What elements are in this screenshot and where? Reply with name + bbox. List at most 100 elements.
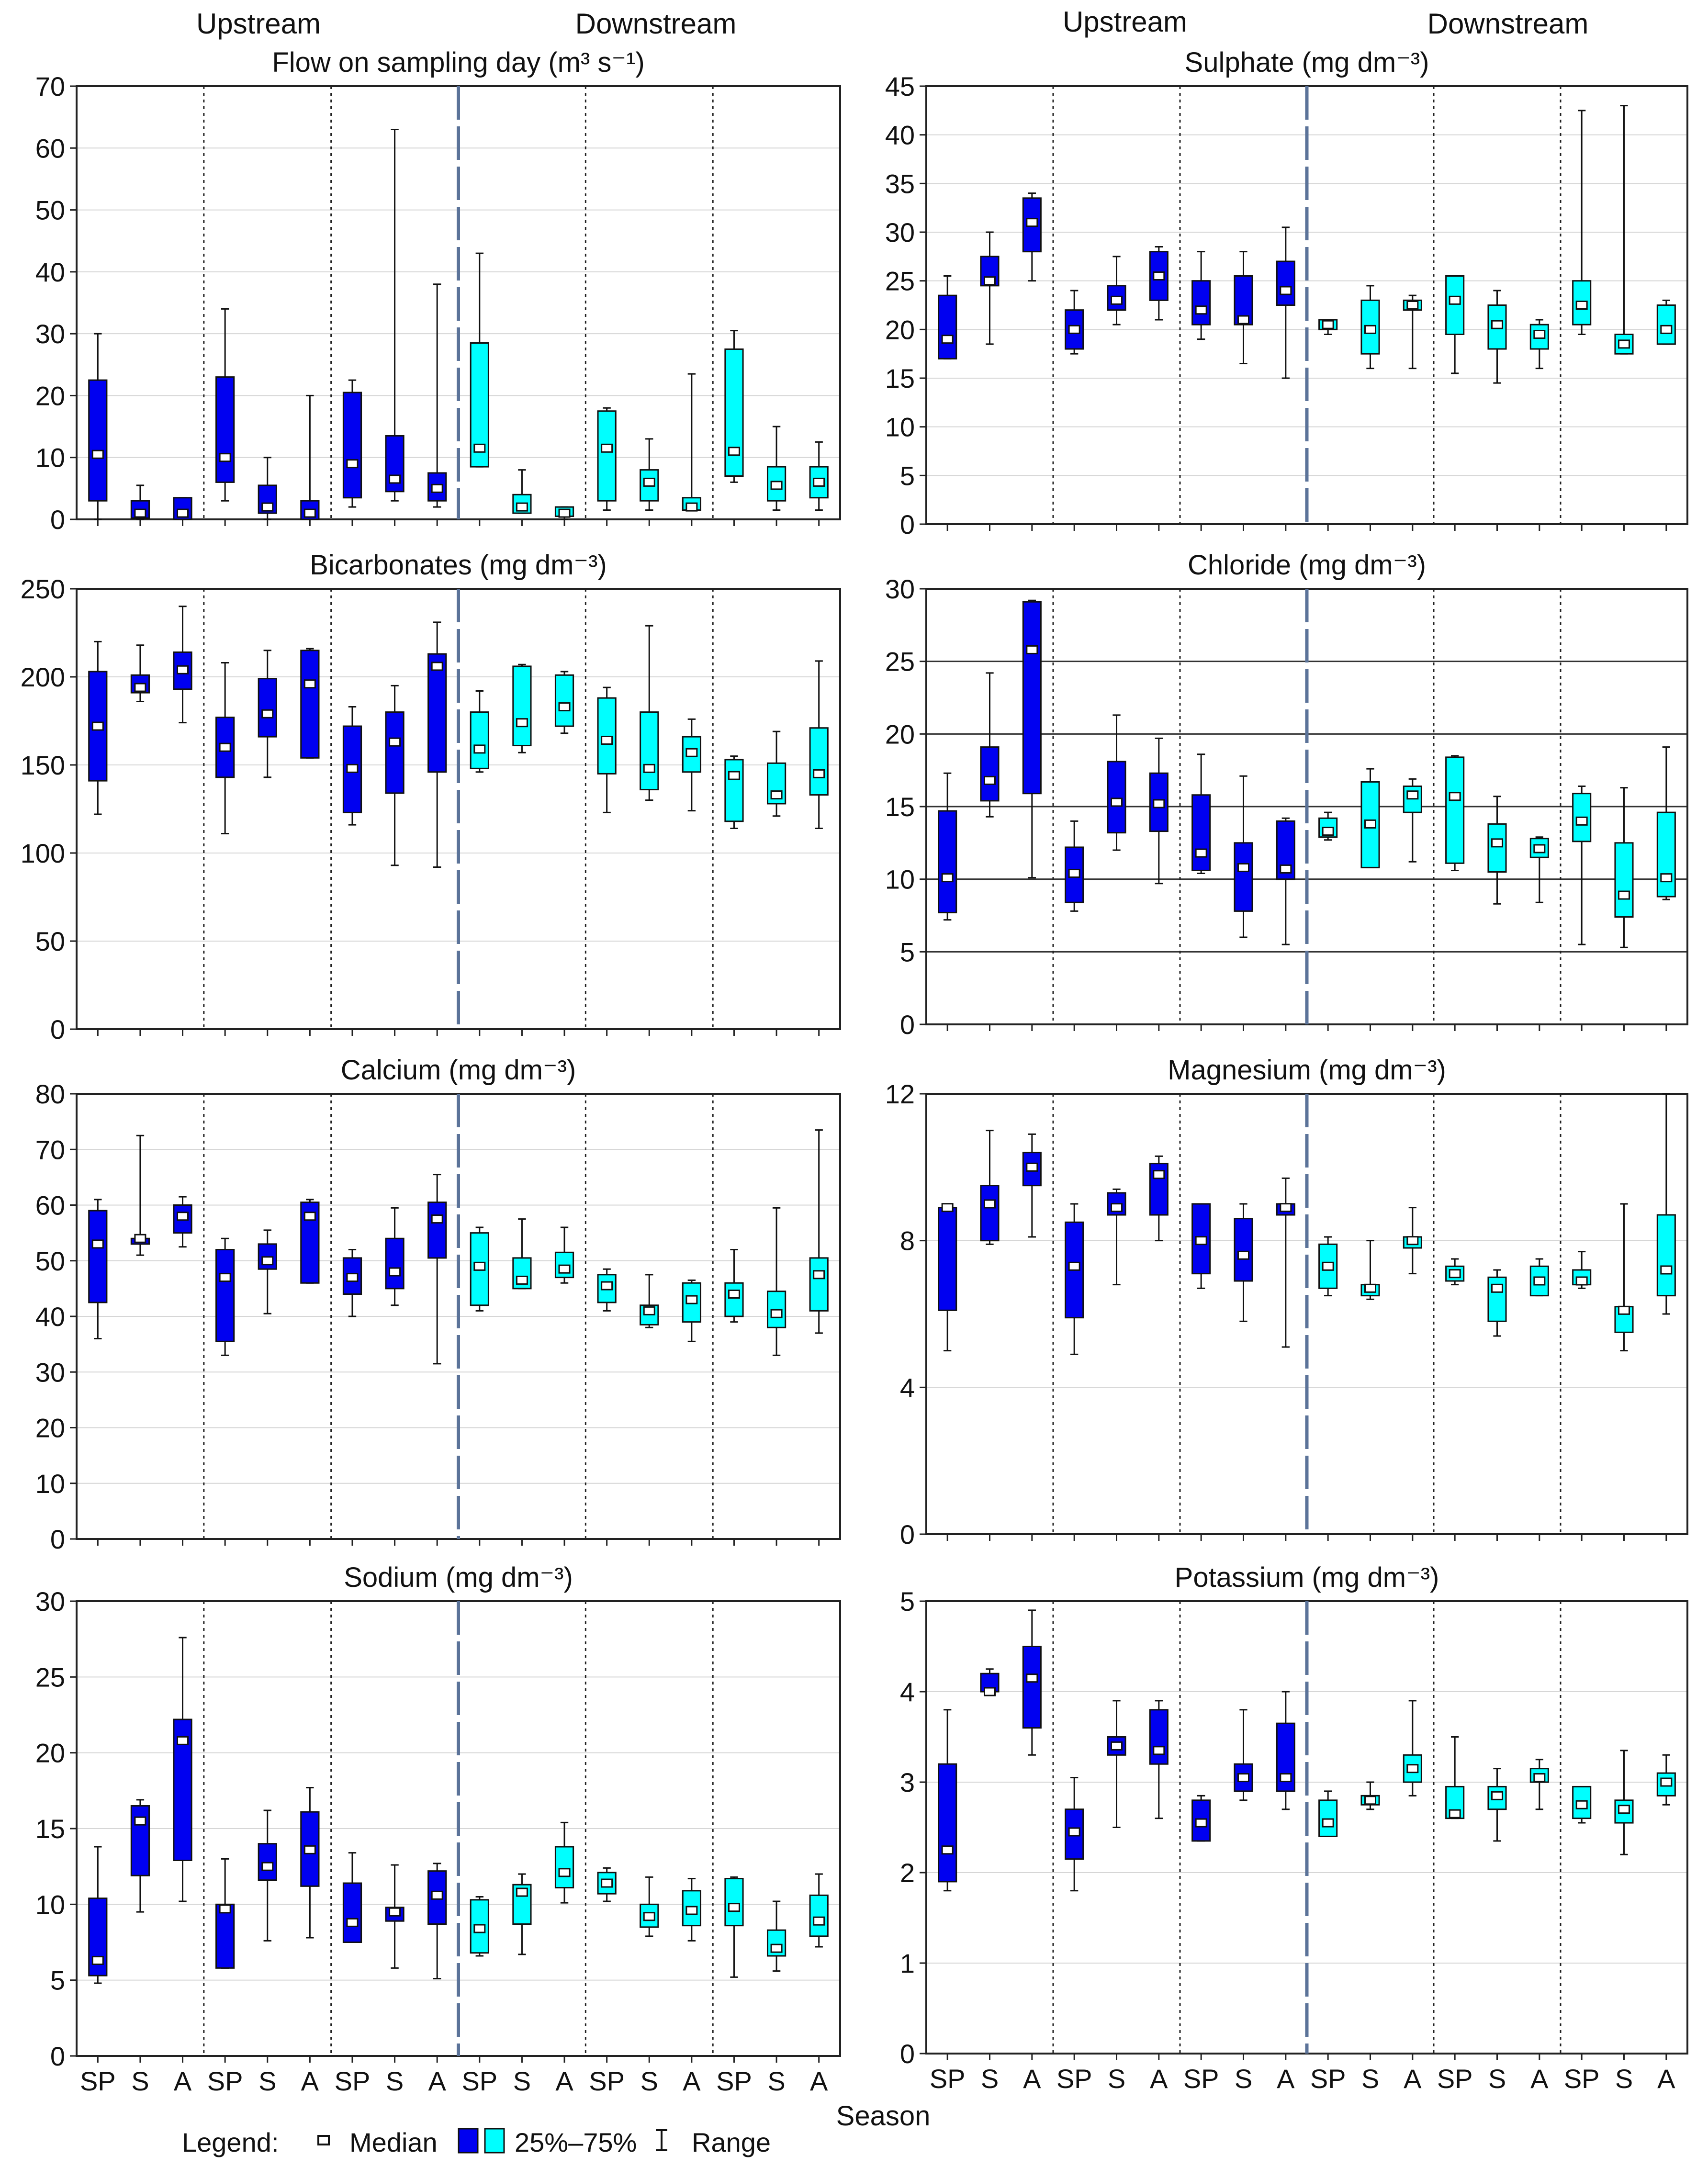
range-whisker bbox=[348, 1249, 357, 1317]
box-12 bbox=[554, 1226, 574, 1284]
range-whisker bbox=[179, 1196, 187, 1248]
median-marker bbox=[431, 1214, 443, 1224]
box-11 bbox=[512, 469, 532, 514]
y-tick-label: 200 bbox=[21, 662, 65, 692]
iqr-box bbox=[215, 376, 235, 483]
median-marker bbox=[770, 481, 783, 490]
y-tick-label: 0 bbox=[50, 1014, 65, 1044]
median-marker bbox=[261, 502, 274, 512]
median-marker bbox=[177, 1212, 189, 1221]
y-tick-label: 80 bbox=[35, 1079, 65, 1109]
median-marker bbox=[1406, 790, 1419, 800]
range-whisker bbox=[1239, 1709, 1247, 1801]
median-marker bbox=[1237, 1773, 1249, 1783]
range-whisker bbox=[1112, 1700, 1121, 1828]
box-5 bbox=[258, 650, 277, 778]
range-whisker bbox=[1324, 1236, 1332, 1297]
range-whisker bbox=[1070, 1203, 1079, 1355]
box-10 bbox=[1318, 319, 1338, 335]
season-tick-label: A bbox=[1404, 2064, 1422, 2094]
iqr-box bbox=[130, 1805, 150, 1876]
range-whisker bbox=[518, 663, 526, 753]
y-tick-label: 100 bbox=[21, 838, 65, 868]
median-marker bbox=[984, 276, 996, 286]
iqr-box bbox=[512, 665, 532, 747]
range-whisker bbox=[1578, 786, 1586, 945]
range-whisker bbox=[986, 1130, 994, 1245]
box-5 bbox=[1107, 714, 1126, 851]
median-marker bbox=[1237, 863, 1249, 872]
box-8 bbox=[1234, 1203, 1253, 1322]
box-3 bbox=[173, 1196, 192, 1248]
range-whisker bbox=[221, 662, 229, 835]
median-marker bbox=[1406, 1236, 1419, 1246]
box-11 bbox=[512, 1218, 532, 1290]
box-2 bbox=[980, 1130, 1000, 1245]
legend-iqr-label: 25%–75% bbox=[515, 2127, 637, 2157]
iqr-box bbox=[88, 379, 108, 502]
y-tick-label: 60 bbox=[35, 133, 65, 163]
median-marker bbox=[516, 502, 528, 512]
box-7 bbox=[1191, 251, 1211, 340]
range-whisker bbox=[263, 650, 271, 778]
box-7 bbox=[1191, 1203, 1211, 1289]
box-18 bbox=[1656, 1093, 1676, 1315]
median-marker bbox=[984, 1199, 996, 1209]
box-3 bbox=[1022, 1133, 1042, 1238]
box-14 bbox=[640, 1876, 659, 1937]
box-16 bbox=[1572, 110, 1592, 335]
box-4 bbox=[1065, 1777, 1084, 1892]
iqr-box bbox=[88, 1210, 108, 1303]
chart-panel-2: 0 5 10 15 20 25 30 35 40 45 Sulphate (mg dm⁻³) bbox=[885, 47, 1688, 539]
range-whisker bbox=[603, 407, 611, 511]
median-marker bbox=[473, 443, 486, 453]
box-10 bbox=[470, 690, 489, 773]
y-tick-label: 10 bbox=[885, 412, 915, 442]
box-14 bbox=[640, 438, 659, 511]
median-marker bbox=[219, 1273, 231, 1282]
box-13 bbox=[597, 686, 617, 813]
upstream-header-left: Upstream bbox=[196, 8, 321, 40]
chart-panel-5: 0 10 20 30 40 50 60 70 80 Calcium (mg dm⁻³) bbox=[35, 1055, 841, 1554]
range-whisker bbox=[518, 1873, 526, 1955]
median-marker bbox=[1195, 848, 1207, 858]
median-marker bbox=[1364, 1283, 1376, 1293]
box-9 bbox=[427, 621, 447, 868]
box-16 bbox=[724, 755, 744, 829]
box-3 bbox=[173, 606, 192, 724]
iqr-box bbox=[1022, 1646, 1042, 1729]
box-18 bbox=[1656, 1754, 1676, 1806]
box-15 bbox=[1529, 319, 1549, 370]
median-marker bbox=[1153, 271, 1165, 281]
iqr-box bbox=[1191, 794, 1211, 871]
median-marker bbox=[1026, 645, 1038, 654]
iqr-box bbox=[809, 727, 829, 796]
box-14 bbox=[1487, 1269, 1507, 1337]
box-7 bbox=[1191, 753, 1211, 875]
box-15 bbox=[1529, 836, 1549, 903]
box-1 bbox=[88, 333, 108, 520]
chart-panel-3: 0 50 100 150 200 250 Bicarbonates (mg dm⁻³) bbox=[21, 550, 841, 1044]
range-whisker bbox=[136, 1799, 145, 1913]
box-15 bbox=[682, 1279, 701, 1342]
y-tick-label: 10 bbox=[35, 1469, 65, 1499]
box-12 bbox=[1403, 1207, 1422, 1275]
median-marker bbox=[389, 1267, 401, 1277]
y-tick-label: 0 bbox=[50, 1524, 65, 1554]
box-16 bbox=[1572, 1785, 1592, 1824]
iqr-box bbox=[385, 711, 405, 794]
y-tick-label: 30 bbox=[885, 574, 915, 604]
median-marker bbox=[261, 709, 274, 719]
box-1 bbox=[88, 640, 108, 815]
y-tick-label: 20 bbox=[885, 314, 915, 345]
median-marker bbox=[1364, 325, 1376, 334]
y-tick-label: 3 bbox=[900, 1767, 915, 1797]
iqr-box bbox=[1445, 275, 1465, 335]
range-whisker bbox=[772, 730, 781, 817]
box-11 bbox=[512, 1873, 532, 1955]
box-3 bbox=[1022, 192, 1042, 282]
box-16 bbox=[1572, 1251, 1592, 1289]
box-10 bbox=[470, 1896, 489, 1957]
y-tick-label: 40 bbox=[35, 1302, 65, 1332]
range-whisker bbox=[179, 606, 187, 724]
